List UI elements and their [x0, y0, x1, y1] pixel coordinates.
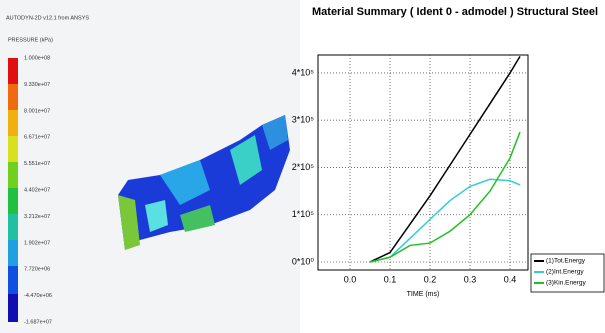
y-tick-label: 3*10⁵ [292, 115, 315, 125]
level-label: 1.000e+08 [24, 55, 50, 61]
swatch [8, 162, 18, 188]
swatch [8, 110, 18, 136]
level-label: 9.330e+07 [24, 82, 50, 88]
level-label: 4.402e+07 [24, 187, 50, 193]
swatch [8, 240, 18, 266]
swatch [8, 188, 18, 214]
y-tick-label: 1*10⁵ [292, 209, 315, 219]
y-tick-label: 2*10⁵ [292, 162, 315, 172]
level-label: 6.671e+07 [24, 135, 50, 141]
contour-panel: AUTODYN-2D v12.1 from ANSYS PRESSURE (kP… [0, 0, 300, 333]
y-tick-label: 4*10⁵ [292, 67, 315, 77]
swatch [8, 294, 18, 322]
colorbar [8, 58, 18, 322]
series-line [370, 132, 520, 262]
x-tick-label: 0.2 [424, 274, 437, 284]
screenshot: AUTODYN-2D v12.1 from ANSYS PRESSURE (kP… [0, 0, 605, 333]
x-axis-label: TIME (ms) [407, 291, 440, 298]
x-tick-label: 0.0 [344, 274, 357, 284]
x-tick-label: 0.1 [384, 274, 397, 284]
swatch [8, 266, 18, 294]
level-label: -4.470e+06 [24, 293, 52, 299]
legend-label: (2)Int.Energy [546, 269, 584, 276]
quantity-label: PRESSURE (kPa) [8, 37, 53, 43]
level-label: 3.212e+07 [24, 214, 50, 220]
series-line [370, 56, 520, 262]
chart-title: Material Summary ( Ident 0 - admodel ) S… [312, 6, 598, 18]
level-label: 5.551e+07 [24, 161, 50, 167]
y-tick-label: 0*10⁰ [292, 256, 315, 266]
level-label: -1.687e+07 [24, 319, 52, 325]
swatch [8, 214, 18, 240]
level-label: 7.720e+06 [24, 267, 50, 273]
plot-area [318, 55, 528, 270]
level-label: 1.902e+07 [24, 240, 50, 246]
x-tick-label: 0.4 [504, 274, 517, 284]
level-label: 8.001e+07 [24, 108, 50, 114]
chart: 0*10⁰ 1*10⁵ 2*10⁵ 3*10⁵ 4*10⁵ 0.0 0.1 0.2 0.3 0.4… [292, 55, 604, 298]
swatch [8, 136, 18, 162]
legend-label: (1)Tot.Energy [546, 258, 586, 265]
swatch [8, 58, 18, 84]
legend-label: (3)Kin.Energy [546, 280, 586, 287]
sim-title: AUTODYN-2D v12.1 from ANSYS [6, 15, 89, 21]
x-tick-label: 0.3 [464, 274, 477, 284]
swatch [8, 84, 18, 110]
